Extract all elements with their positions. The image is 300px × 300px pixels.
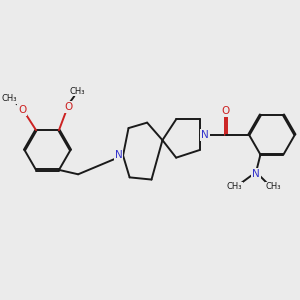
Text: CH₃: CH₃: [266, 182, 281, 191]
Text: N: N: [115, 151, 122, 160]
Text: O: O: [222, 106, 230, 116]
Text: CH₃: CH₃: [226, 182, 242, 191]
Text: O: O: [65, 102, 73, 112]
Text: CH₃: CH₃: [2, 94, 17, 103]
Text: N: N: [201, 130, 209, 140]
Text: O: O: [18, 105, 26, 115]
Text: N: N: [252, 169, 260, 179]
Text: CH₃: CH₃: [70, 87, 86, 96]
